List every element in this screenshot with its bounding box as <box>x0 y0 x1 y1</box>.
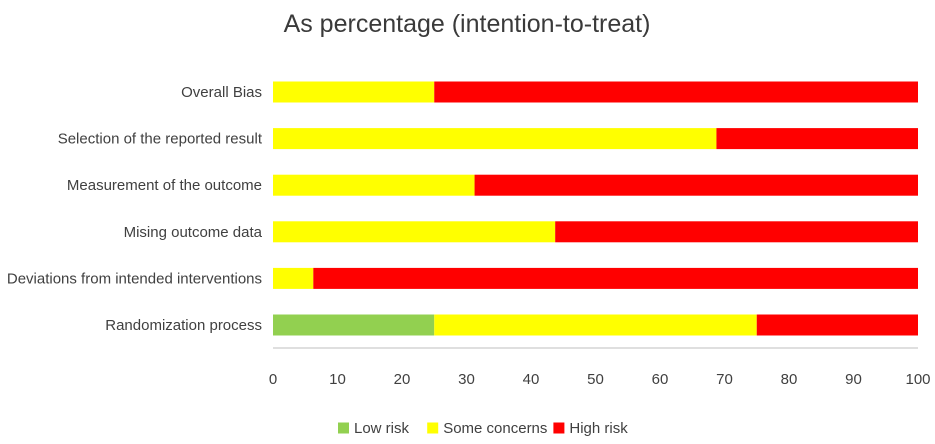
category-label: Selection of the reported result <box>58 131 263 148</box>
legend-label: High risk <box>569 420 628 437</box>
bar-segment-low-risk <box>273 314 435 336</box>
legend-label: Low risk <box>354 420 410 437</box>
bar-segment-some-concerns <box>273 81 435 103</box>
bar-segment-high-risk <box>756 314 918 336</box>
x-tick-label: 40 <box>523 371 540 388</box>
x-tick-label: 50 <box>587 371 604 388</box>
legend-label: Some concerns <box>443 420 547 437</box>
legend-swatch <box>427 422 439 434</box>
x-tick-label: 20 <box>394 371 411 388</box>
bar-segment-some-concerns <box>273 174 475 196</box>
bar-segment-some-concerns <box>273 267 314 289</box>
bar-segment-some-concerns <box>434 314 757 336</box>
x-tick-label: 90 <box>845 371 862 388</box>
category-label: Mising outcome data <box>124 224 263 241</box>
x-tick-label: 80 <box>781 371 798 388</box>
x-tick-label: 0 <box>269 371 277 388</box>
category-label: Measurement of the outcome <box>67 177 262 194</box>
bar-segment-high-risk <box>313 267 918 289</box>
x-tick-label: 70 <box>716 371 733 388</box>
bar-segment-high-risk <box>474 174 918 196</box>
bar-segment-some-concerns <box>273 221 556 243</box>
bar-segment-high-risk <box>716 128 918 150</box>
x-tick-label: 10 <box>329 371 346 388</box>
chart-title: As percentage (intention-to-treat) <box>284 10 651 38</box>
category-label: Overall Bias <box>181 84 262 101</box>
bar-segment-some-concerns <box>273 128 717 150</box>
x-tick-label: 30 <box>458 371 475 388</box>
x-tick-label: 60 <box>652 371 669 388</box>
bar-segment-high-risk <box>434 81 918 103</box>
legend-swatch <box>338 422 349 434</box>
x-tick-label: 100 <box>905 371 930 388</box>
bar-segment-high-risk <box>555 221 918 243</box>
category-label: Randomization process <box>105 317 262 334</box>
legend-swatch <box>553 422 565 434</box>
category-label: Deviations from intended interventions <box>7 270 262 287</box>
